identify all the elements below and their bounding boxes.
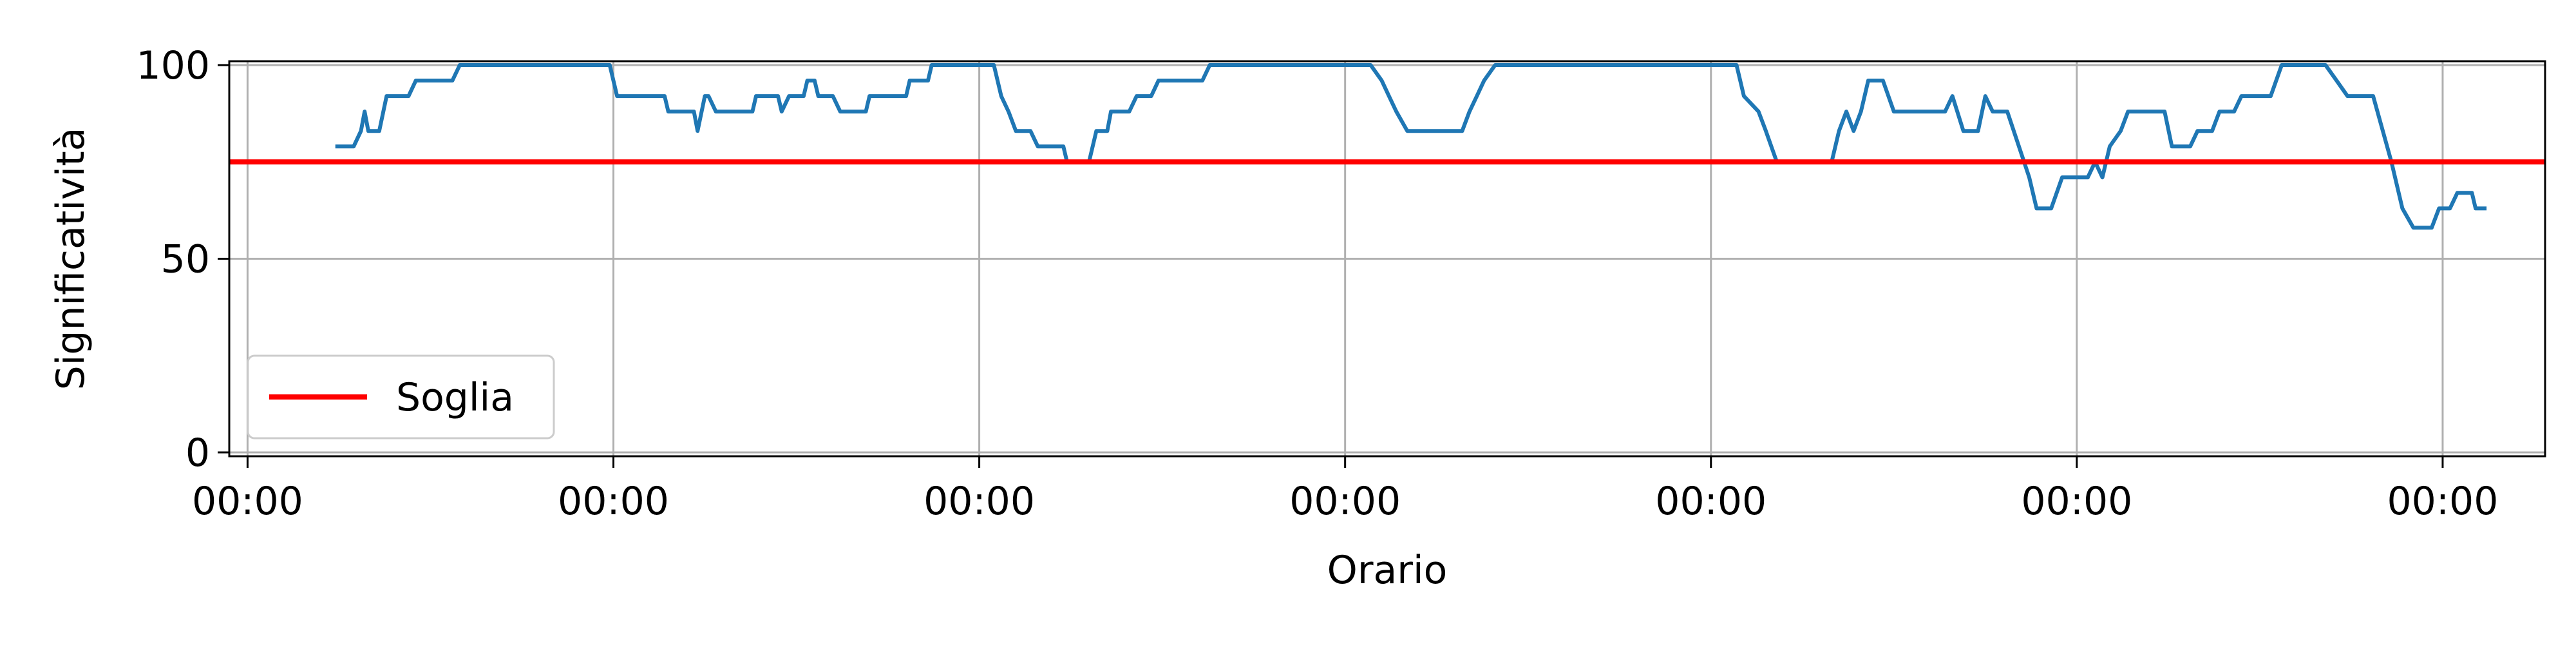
y-tick-label-2: 100 (136, 43, 210, 88)
y-axis-label: Significatività (48, 128, 93, 391)
y-tick-label-0: 0 (185, 430, 210, 476)
x-tick-label-0: 00:00 (192, 479, 303, 524)
plot-series (229, 63, 2545, 230)
legend-label-soglia: Soglia (396, 375, 514, 420)
legend-box (247, 354, 555, 439)
legend: Soglia (247, 354, 555, 439)
axis-ticks: 00:00 00:00 00:00 00:00 00:00 00:00 00:0005010… (136, 43, 2498, 524)
x-tick-label-1: 00:00 (558, 479, 669, 524)
x-axis-label: Orario (1327, 548, 1448, 593)
x-tick-label-3: 00:00 (1289, 479, 1401, 524)
grid-lines (229, 61, 2545, 456)
series-line-0 (335, 63, 2487, 230)
x-tick-label-6: 00:00 (2387, 479, 2498, 524)
y-tick-label-1: 50 (161, 237, 210, 282)
x-tick-label-4: 00:00 (1655, 479, 1766, 524)
x-tick-label-5: 00:00 (2021, 479, 2132, 524)
x-tick-label-2: 00:00 (923, 479, 1035, 524)
